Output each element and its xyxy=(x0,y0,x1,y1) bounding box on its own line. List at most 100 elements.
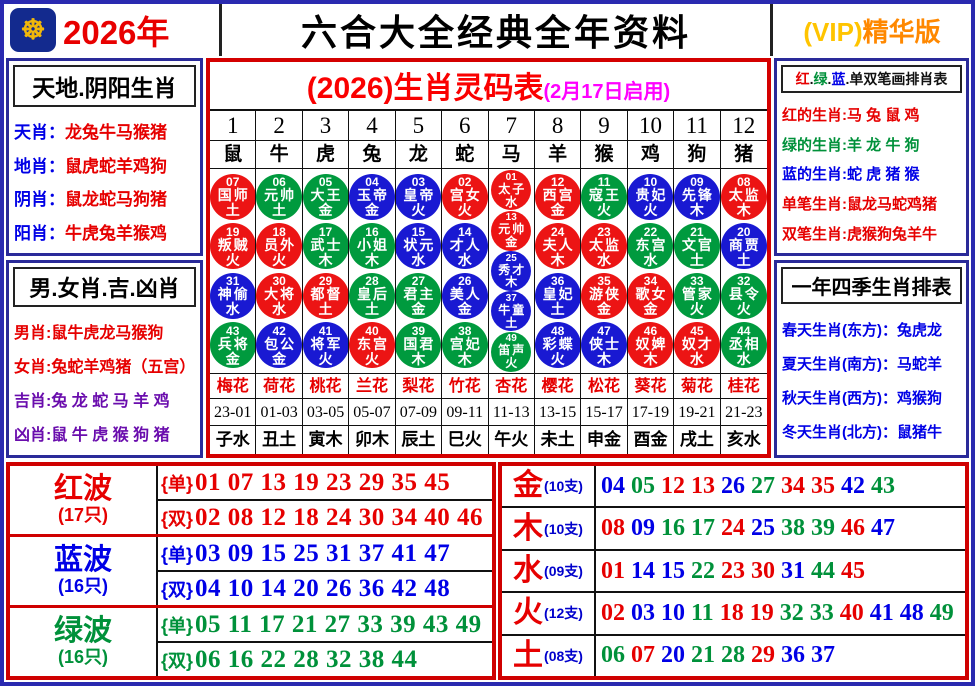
parity-prefix: {双} xyxy=(161,650,194,671)
ball-number: 12 xyxy=(550,175,565,190)
number-ball: 03 皇帝火 xyxy=(395,173,442,220)
season-row: 秋天生肖(西方)：鸡猴狗 xyxy=(782,387,961,408)
element-number: 24 xyxy=(721,515,745,542)
zodiac-class-row: 天肖：龙兔牛马猴猪 xyxy=(14,118,195,143)
color-stroke-row: 红的生肖:马 兔 鼠 鸡 xyxy=(782,104,961,125)
header-left: ☸ 2026年 xyxy=(4,6,219,54)
ball-element: 火 xyxy=(505,355,518,370)
gender-luck-label: 女肖: xyxy=(14,359,52,376)
ball-title: 文官 xyxy=(681,236,714,253)
number-ball: 05 大王金 xyxy=(302,173,349,220)
ball-number: 22 xyxy=(643,224,658,239)
ball-title: 太监 xyxy=(728,187,761,204)
time-cell: 23-01 xyxy=(210,399,256,426)
ball-number: 24 xyxy=(550,224,565,239)
ball-title: 太子 xyxy=(498,182,527,197)
column-number: 8 xyxy=(534,111,581,141)
ball-element: 木 xyxy=(457,350,472,367)
ball-title: 秀才 xyxy=(498,262,527,277)
ball-element: 火 xyxy=(272,251,287,268)
element-number: 41 xyxy=(869,599,894,626)
number-ball: 13 元帅金 xyxy=(491,210,532,251)
flower-cell: 杏花 xyxy=(488,374,534,399)
number-ball: 40 东宫火 xyxy=(349,322,395,369)
lingma-column: 9 猴 11 寇王火 23 太监水 35 游侠金 47 侠士木松花 15-17 申金 xyxy=(581,111,628,454)
element-number: 03 xyxy=(631,599,655,626)
ball-element: 水 xyxy=(643,251,658,268)
ball-number: 48 xyxy=(550,324,565,339)
panel-title-part: 绿 xyxy=(813,71,828,87)
ball-title: 宫女 xyxy=(449,187,482,204)
column-zodiac: 虎 xyxy=(302,141,349,169)
wave-count: (17只) xyxy=(57,505,108,526)
element-name: 金 xyxy=(513,469,544,503)
parity-prefix: {单} xyxy=(161,544,194,565)
ball-element: 火 xyxy=(225,251,240,268)
number-ball: 34 歌女金 xyxy=(627,272,674,319)
ball-element: 金 xyxy=(272,350,287,367)
year-label: 2026年 xyxy=(63,14,170,51)
ball-element: 水 xyxy=(505,194,518,209)
gender-luck-value: 鼠 牛 虎 猴 狗 猪 xyxy=(51,427,170,444)
zodiac-class-label: 阴肖： xyxy=(14,190,65,210)
element-number: 27 xyxy=(751,472,775,499)
lingma-column: 7 马 01 太子水 13 元帅金 25 秀才木 37 牛童土 49 笛声火杏花 11-13 午火 xyxy=(488,111,535,454)
ball-title: 夫人 xyxy=(542,236,575,253)
ball-title: 东宫 xyxy=(356,336,389,353)
lingma-column: 10 鸡 10 贵妃火 22 东宫水 34 歌女金 46 奴婢木葵花 17-19 酉金 xyxy=(627,111,675,454)
time-cell: 09-11 xyxy=(442,399,488,426)
ball-element: 土 xyxy=(318,301,333,318)
element-number: 34 xyxy=(781,472,805,499)
zodiac-class-row: 阳肖：牛虎兔羊猴鸡 xyxy=(14,219,195,244)
zodiac-class-row: 地肖：鼠虎蛇羊鸡狗 xyxy=(14,152,195,177)
ball-number: 44 xyxy=(737,324,751,339)
ball-number: 25 xyxy=(505,252,517,264)
ball-element: 木 xyxy=(689,201,704,218)
element-number: 46 xyxy=(841,515,865,542)
flower-cell: 樱花 xyxy=(534,374,581,399)
ball-number: 13 xyxy=(505,212,517,224)
gender-luck-label: 吉肖: xyxy=(14,393,52,410)
ball-title: 牛童 xyxy=(498,303,527,318)
wave-number-rows: {单} 05 11 17 21 27 33 39 43 49 {双} 06 16 22… xyxy=(158,608,492,676)
element-number: 31 xyxy=(781,557,805,584)
parity-prefix: {单} xyxy=(161,615,194,636)
element-name: 木 xyxy=(513,511,544,545)
lingma-column: 8 羊 12 西宫金 24 夫人木 36 皇妃土 48 彩蝶火樱花 13-15 未土 xyxy=(534,111,582,454)
element-name: 水 xyxy=(513,554,544,588)
ball-title: 兵将 xyxy=(217,336,250,353)
wave-numbers: 05 11 17 21 27 33 39 43 49 xyxy=(195,610,482,638)
wave-odd-row: {单} 03 09 15 25 31 37 41 47 xyxy=(158,537,492,572)
season-label: 春天生肖(东方)： xyxy=(782,322,897,339)
time-cell: 15-17 xyxy=(581,399,627,426)
column-zodiac: 鸡 xyxy=(627,141,674,169)
panel-title-part: 蓝 xyxy=(831,71,846,87)
zodiac-class-value: 鼠虎蛇羊鸡狗 xyxy=(65,156,167,176)
ball-title: 彩蝶 xyxy=(542,336,575,353)
wave-number-rows: {单} 03 09 15 25 31 37 41 47 {双} 04 10 14 20… xyxy=(158,537,492,605)
time-cell: 01-03 xyxy=(256,399,302,426)
lingma-grid: 1 鼠 07 国师土 19 叛贼火 31 神偷水 43 兵将金梅花 23-01 子水 2 牛 06 元帅土 18… xyxy=(210,109,767,454)
column-zodiac: 龙 xyxy=(395,141,442,169)
ball-number: 02 xyxy=(458,175,472,190)
branch-cell: 寅木 xyxy=(308,430,343,449)
color-stroke-label: 单笔生肖: xyxy=(782,196,847,214)
gender-luck-value: 兔 龙 蛇 马 羊 鸡 xyxy=(51,393,170,410)
ball-number: 05 xyxy=(318,175,333,190)
ball-element: 火 xyxy=(689,301,704,318)
element-numbers: 01 14 15 22 23 30 31 44 45 xyxy=(596,551,965,591)
element-number: 44 xyxy=(811,557,835,584)
branch-cell: 戌土 xyxy=(679,430,714,449)
ball-element: 火 xyxy=(411,201,426,218)
column-number: 12 xyxy=(720,111,767,141)
color-stroke-value: 虎猴狗兔羊牛 xyxy=(847,226,938,244)
gender-luck-row: 女肖:兔蛇羊鸡猪（五宫） xyxy=(14,353,195,377)
lingma-title-sub: (2月17日启用) xyxy=(543,81,671,103)
number-ball: 35 游侠金 xyxy=(581,272,627,319)
element-row: 火 (12支) 02 03 10 11 18 19 32 33 40 41 48 49 xyxy=(502,593,965,636)
column-balls: 06 元帅土 18 员外火 30 大将水 42 包公金 xyxy=(256,169,302,374)
element-number: 23 xyxy=(721,557,745,584)
logo-icon: ☸ xyxy=(10,8,56,52)
number-ball: 04 玉帝金 xyxy=(349,173,395,220)
ball-element: 金 xyxy=(597,301,612,318)
